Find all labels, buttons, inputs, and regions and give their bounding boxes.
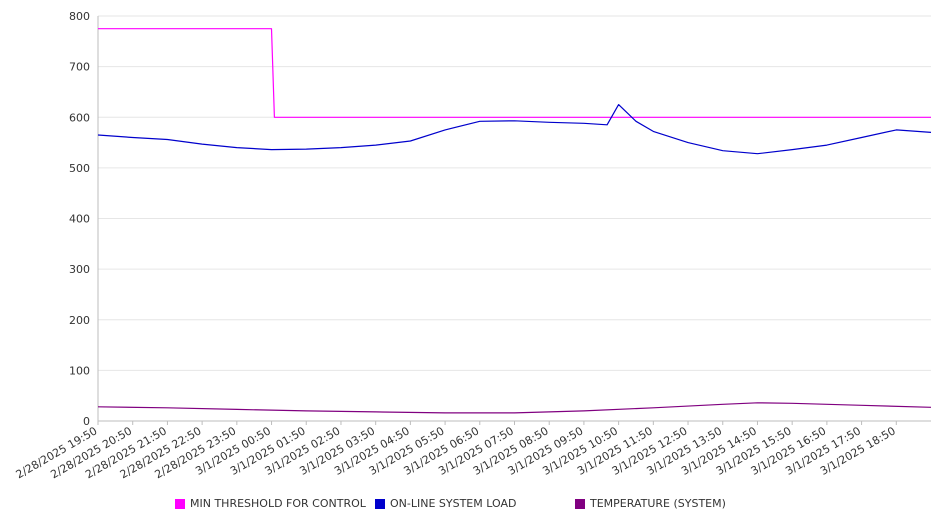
series-line-2 — [97, 402, 932, 414]
grid-lines — [98, 15, 931, 422]
series-line-0 — [98, 28, 931, 118]
legend-label: ON-LINE SYSTEM LOAD — [390, 497, 517, 510]
legend-item-min-threshold[interactable]: MIN THRESHOLD FOR CONTROL — [175, 497, 366, 510]
legend: MIN THRESHOLD FOR CONTROL ON-LINE SYSTEM… — [0, 497, 946, 515]
y-tick-label: 400 — [69, 213, 90, 226]
legend-item-temperature[interactable]: TEMPERATURE (SYSTEM) — [575, 497, 726, 510]
y-tick-label: 800 — [69, 10, 90, 23]
x-axis-ticks: 2/28/2025 19:502/28/2025 20:502/28/2025 … — [14, 421, 898, 481]
y-tick-label: 600 — [69, 111, 90, 124]
legend-swatch — [175, 498, 185, 509]
legend-label: TEMPERATURE (SYSTEM) — [590, 497, 726, 510]
y-tick-label: 200 — [69, 314, 90, 327]
legend-label: MIN THRESHOLD FOR CONTROL — [190, 497, 366, 510]
series-lines — [97, 28, 932, 414]
y-tick-label: 0 — [83, 415, 90, 428]
legend-swatch — [375, 498, 385, 509]
y-tick-label: 500 — [69, 162, 90, 175]
legend-swatch — [575, 498, 585, 509]
y-tick-label: 100 — [69, 364, 90, 377]
y-tick-label: 300 — [69, 263, 90, 276]
y-axis-ticks: 0 100 200 300 400 500 600 700 800 — [69, 10, 90, 428]
series-line-1 — [97, 103, 932, 155]
y-tick-label: 700 — [69, 61, 90, 74]
legend-item-system-load[interactable]: ON-LINE SYSTEM LOAD — [375, 497, 516, 510]
